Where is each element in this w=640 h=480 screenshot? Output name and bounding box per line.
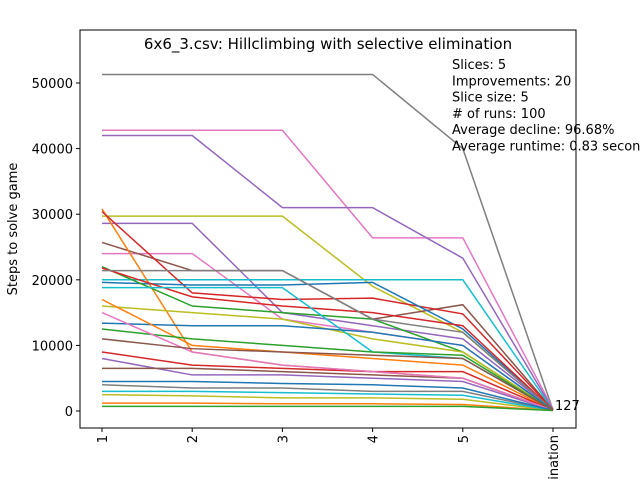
y-tick-label: 30000	[32, 208, 73, 223]
series-line	[102, 390, 554, 412]
series-line	[101, 211, 554, 411]
annotation: Slices: 5	[452, 58, 506, 73]
x-tick-label: 3	[276, 435, 291, 443]
y-tick-label: 0	[65, 405, 73, 420]
end-label: 127	[555, 399, 580, 414]
series-line	[101, 305, 554, 411]
chart-title: 6x6_3.csv: Hillclimbing with selective e…	[144, 35, 512, 54]
y-tick-label: 40000	[32, 143, 73, 158]
series-line	[102, 405, 554, 412]
series-line	[101, 393, 554, 412]
series-line	[101, 267, 554, 411]
annotation: # of runs: 100	[452, 107, 546, 122]
series-line	[102, 402, 554, 412]
y-tick-label: 10000	[32, 339, 73, 354]
series-line	[102, 134, 554, 411]
series-line	[101, 351, 554, 412]
y-tick-label: 20000	[32, 274, 73, 289]
annotation: Average decline: 96.68%	[452, 123, 614, 138]
series-line	[101, 384, 554, 412]
y-tick-label: 50000	[32, 77, 73, 92]
series-line	[101, 328, 554, 411]
x-tick-label: 5	[457, 435, 472, 443]
plot-frame	[79, 29, 577, 429]
annotation: Improvements: 20	[452, 74, 571, 89]
series-line	[101, 281, 554, 411]
series-line	[102, 269, 554, 411]
series-line	[101, 357, 554, 412]
series-line	[102, 129, 554, 410]
x-tick-label: 2	[186, 435, 201, 443]
y-axis-label: Steps to solve game	[6, 163, 21, 296]
series-line	[102, 380, 554, 412]
x-tick-label: Elimination	[547, 435, 562, 480]
annotation: Slice size: 5	[452, 91, 529, 106]
x-tick-label: 1	[96, 435, 111, 443]
series-line	[101, 311, 554, 412]
series-line	[101, 338, 554, 411]
annotation: Average runtime: 0.83 seconds	[452, 140, 640, 155]
series-line	[101, 322, 554, 411]
series-line	[102, 73, 554, 411]
x-tick-label: 4	[367, 435, 382, 443]
